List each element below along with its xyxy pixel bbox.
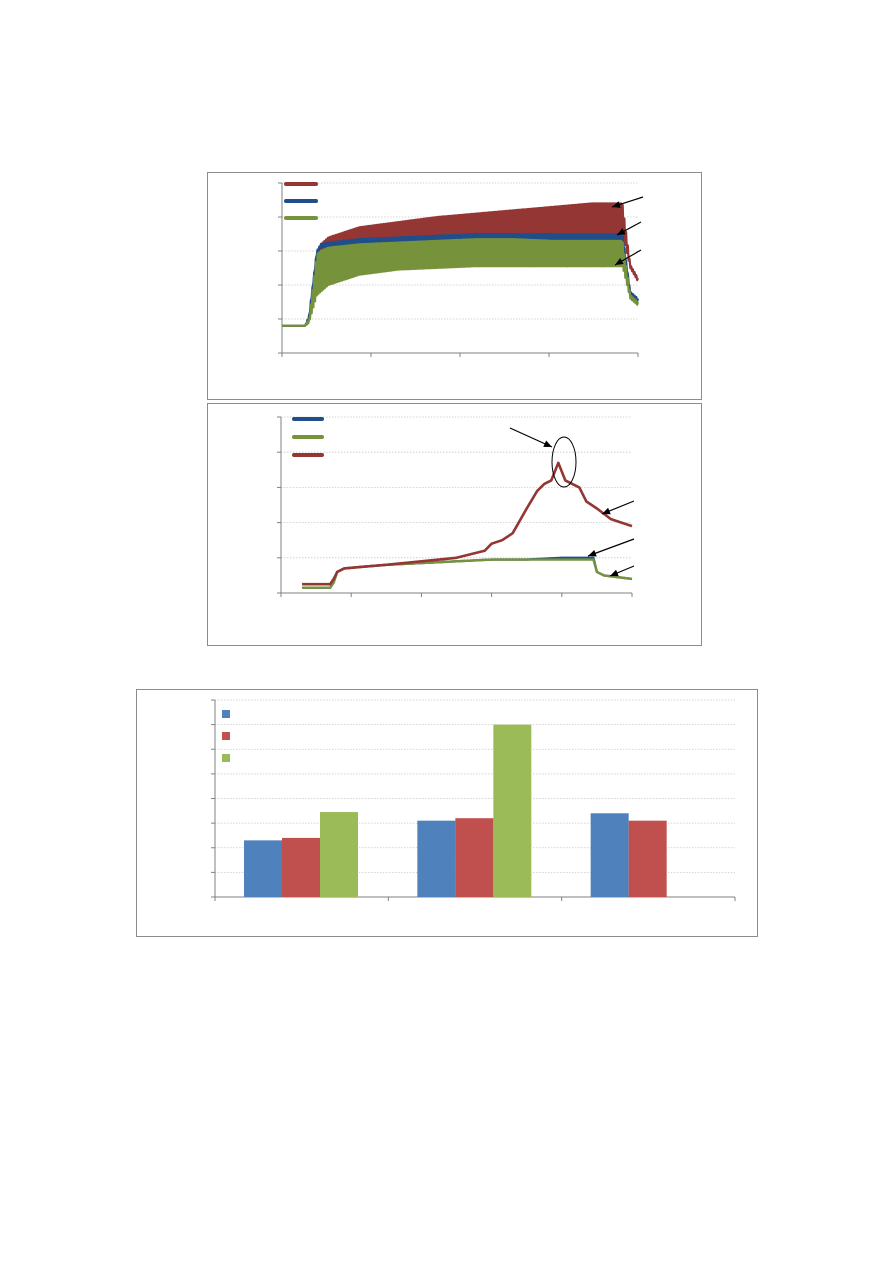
c2-peak-ellipse: [551, 436, 577, 488]
c3-bar-bar_green-1: [493, 724, 532, 897]
c3-bar-bar_blue-0: [244, 840, 282, 897]
c3-bar-bar_blue-1: [417, 820, 456, 897]
c3-bar-bar_green-0: [320, 812, 358, 897]
c3-bar-bar_red-0: [282, 837, 320, 897]
c1-arrow-blue-head: [617, 228, 626, 235]
bar-chart-bottom: [211, 699, 736, 901]
c2-series-blue: [302, 556, 633, 589]
c1-series-green: [281, 238, 640, 327]
c2-arrow-green: [587, 538, 635, 557]
c2-series-green: [302, 558, 633, 589]
c3-legend-swatch-bar_blue: [222, 710, 230, 718]
c1-arrow-red-head: [612, 201, 621, 208]
c3-bar-bar_red-1: [455, 818, 494, 897]
c2-arrow-red-tail-head: [602, 507, 611, 515]
line-chart-top: [278, 182, 644, 357]
c1-series-blue: [281, 232, 640, 327]
c3-legend-swatch-bar_red: [222, 732, 230, 740]
c3-bar-bar_blue-2: [590, 813, 629, 897]
c2-arrow-blue-tail-head: [610, 569, 619, 577]
c1-arrow-green-head: [615, 257, 624, 265]
chart-panel-bottom: [136, 689, 758, 937]
line-chart-middle: [277, 416, 635, 597]
c2-arrow-peak-head: [543, 440, 552, 447]
chart-panel-middle: [207, 403, 702, 646]
c3-bar-bar_red-2: [628, 820, 667, 897]
c1-series-red: [281, 202, 640, 327]
c2-arrow-green-head: [588, 549, 597, 557]
chart-panel-top: [207, 172, 702, 400]
c2-series-red: [302, 461, 633, 586]
c3-legend-swatch-bar_green: [222, 754, 230, 762]
